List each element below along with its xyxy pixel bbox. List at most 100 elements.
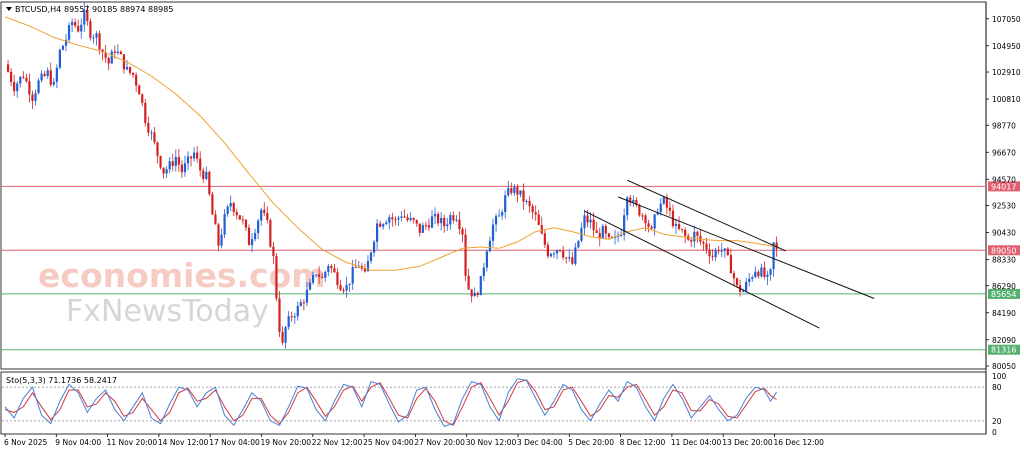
candle-body	[677, 224, 681, 229]
candle-body	[113, 51, 116, 54]
candle-body	[315, 274, 318, 276]
level-label-94017: 94017	[991, 182, 1016, 191]
candle-body	[443, 217, 446, 227]
candle-body	[629, 197, 632, 203]
candle-body	[592, 219, 595, 231]
candle-body	[257, 220, 260, 234]
candle-body	[769, 269, 772, 275]
candle-body	[244, 219, 248, 228]
candle-body	[327, 265, 330, 272]
candle-body	[684, 229, 687, 236]
level-badge-89050	[988, 245, 1020, 256]
candle-body	[321, 277, 324, 279]
x-tick-label: 13 Dec 20:00	[722, 438, 773, 447]
x-tick-label: 27 Nov 20:00	[414, 438, 465, 447]
candle-body	[372, 241, 376, 253]
candle-body	[491, 224, 495, 241]
candle-body	[202, 170, 205, 179]
candle-body	[540, 224, 543, 234]
candle-body	[272, 246, 275, 257]
candle-body	[717, 250, 720, 252]
candle-body	[205, 171, 208, 179]
y-tick-label: 84190	[992, 309, 1016, 318]
y-tick-label: 94570	[992, 175, 1016, 184]
candle-body	[116, 51, 119, 54]
candle-body	[482, 267, 485, 276]
candle-body	[485, 251, 488, 268]
candle-body	[345, 284, 348, 291]
candle-body	[449, 215, 452, 225]
candle-body	[516, 187, 519, 195]
candle-body	[665, 197, 668, 208]
y-tick-label: 82090	[992, 336, 1016, 345]
candle-body	[754, 271, 757, 278]
candle-body	[620, 235, 623, 237]
y-tick-label: 90430	[992, 229, 1016, 238]
candle-body	[144, 102, 147, 123]
candle-body	[189, 156, 193, 159]
candle-body	[180, 164, 183, 173]
candle-body	[501, 212, 504, 216]
candle-body	[616, 235, 620, 237]
candle-body	[696, 231, 699, 236]
candle-body	[296, 305, 299, 317]
candle-body	[260, 209, 263, 221]
candle-body	[324, 271, 327, 278]
candle-body	[595, 230, 598, 234]
candle-body	[525, 200, 528, 202]
candle-body	[318, 274, 321, 278]
candle-body	[537, 214, 540, 225]
candle-body	[607, 233, 610, 238]
candle-body	[141, 94, 144, 103]
candle-body	[732, 273, 736, 279]
candle-body	[464, 234, 467, 276]
stochastic-main-line	[4, 378, 778, 427]
price-axis-ticks: 1070501049501029101008109877096670945709…	[986, 15, 1021, 371]
candle-body	[333, 268, 336, 273]
candle-body	[299, 302, 302, 306]
candle-body	[83, 10, 86, 25]
channel-layer[interactable]	[584, 179, 875, 329]
level-label-85654: 85654	[991, 290, 1016, 299]
candle-body	[107, 57, 110, 64]
candle-body	[132, 72, 135, 75]
candle-body	[254, 233, 257, 240]
sto-level-label-0: 0	[992, 428, 997, 437]
candle-body	[430, 216, 434, 228]
candle-body	[391, 217, 394, 220]
candle-body	[467, 275, 470, 290]
channel-line-1	[617, 196, 875, 299]
candle-body	[95, 33, 98, 38]
x-tick-label: 25 Nov 04:00	[363, 438, 414, 447]
candle-body	[308, 282, 312, 290]
candle-body	[714, 250, 717, 258]
y-tick-label: 104950	[992, 42, 1021, 51]
candle-body	[147, 122, 150, 133]
y-tick-label: 92530	[992, 202, 1016, 211]
dropdown-triangle-icon[interactable]	[6, 7, 12, 11]
candle-body	[494, 216, 498, 225]
candle-body	[461, 229, 464, 235]
indicator-panel-frame	[0, 371, 987, 435]
candle-body	[348, 283, 351, 285]
candle-body	[238, 215, 241, 220]
candle-body	[574, 247, 577, 264]
candle-body	[43, 73, 46, 76]
candle-body	[394, 219, 397, 221]
candle-body	[446, 224, 449, 227]
candle-body	[28, 81, 31, 95]
candle-body	[177, 157, 180, 165]
candle-body	[519, 190, 522, 195]
candle-body	[437, 214, 440, 224]
channel-line-2	[584, 210, 820, 329]
candle-body	[55, 67, 58, 82]
candle-body	[690, 239, 693, 242]
candle-body	[647, 223, 650, 227]
candle-body	[156, 142, 159, 157]
candle-body	[80, 24, 83, 32]
candle-body	[549, 253, 553, 257]
ohlc-values: 89557 90185 88974 88985	[64, 5, 173, 14]
y-tick-label: 107050	[992, 15, 1021, 24]
